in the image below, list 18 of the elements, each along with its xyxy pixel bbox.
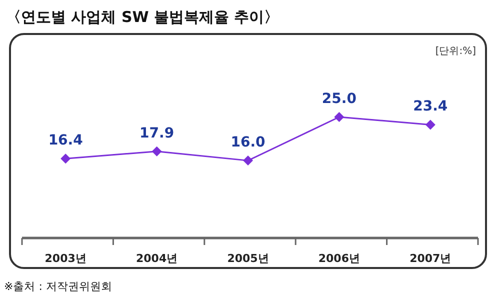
- x-tick-label: 2007년: [410, 252, 452, 265]
- data-label: 17.9: [140, 125, 174, 142]
- point: [243, 156, 253, 166]
- data-label: 16.4: [48, 132, 84, 149]
- point: [60, 154, 71, 164]
- point: [152, 146, 162, 156]
- data-label: 16.0: [230, 134, 266, 151]
- point: [425, 120, 436, 130]
- text: ※출처 : 저작권위원회: [4, 280, 112, 293]
- data-label: 25.0: [322, 91, 357, 107]
- data-label: 23.4: [413, 98, 448, 115]
- x-tick-label: 2003년: [44, 252, 86, 265]
- x-tick-label: 2006년: [318, 252, 360, 265]
- chart-title: 〈연도별 사업체 SW 불법복제율 추이〉: [6, 8, 280, 26]
- text: [단위:%]: [435, 46, 476, 57]
- x-tick-label: 2004년: [136, 252, 178, 265]
- x-tick-label: 2005년: [227, 252, 269, 265]
- point: [334, 112, 344, 122]
